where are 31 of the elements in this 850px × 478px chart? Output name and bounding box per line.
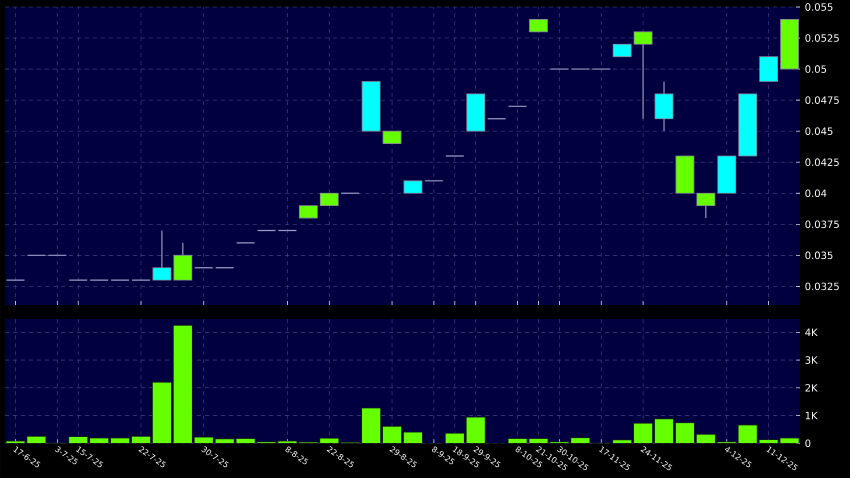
candlestick: [759, 56, 778, 82]
y-tick-label: 1K: [806, 412, 818, 420]
candlestick: [696, 192, 716, 219]
y-tick-label: 0.04: [805, 189, 826, 198]
candlestick: [780, 19, 799, 70]
y-tick-label: 0.05: [805, 65, 826, 73]
y-tick-label: 0: [805, 440, 810, 448]
candlestick: [320, 192, 339, 206]
y-tick-label: 0.0325: [805, 282, 839, 290]
y-tick-label: 0.0475: [805, 96, 839, 104]
y-tick-label: 0.045: [805, 127, 832, 135]
y-tick-label: 0.0375: [805, 220, 839, 228]
y-tick-label: 0.0525: [805, 34, 839, 42]
candlestick: [612, 44, 632, 58]
candlestick: [362, 81, 381, 132]
candlestick: [676, 156, 694, 194]
y-tick-label: 3K: [805, 356, 818, 364]
y-tick-label: 0.035: [805, 252, 832, 260]
y-tick-label: 0.055: [805, 3, 832, 11]
candlestick: [152, 230, 172, 281]
candlestick: [298, 205, 318, 218]
candlestick: [738, 94, 758, 156]
candlestick: [717, 156, 736, 194]
candlestick: [466, 94, 486, 132]
candlestick: [404, 180, 422, 194]
y-tick-label: 2K: [805, 384, 818, 392]
y-tick-label: 4K: [805, 328, 818, 336]
candlestick: [382, 130, 402, 144]
candlestick: [529, 19, 548, 32]
candlestick: [634, 31, 652, 120]
y-tick-label: 0.0425: [805, 158, 839, 166]
